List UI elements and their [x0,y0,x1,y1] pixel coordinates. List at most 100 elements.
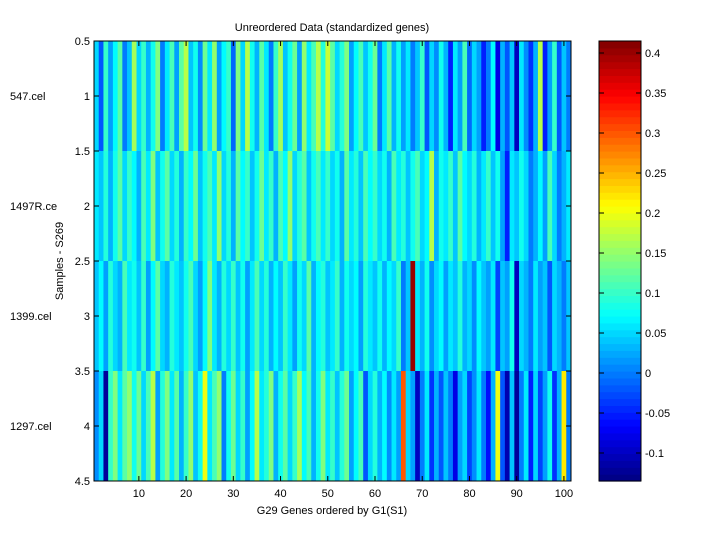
heatmap-cell [188,41,194,151]
heatmap-cell [344,371,350,481]
heatmap-cell [533,41,539,151]
heatmap-cell [452,371,459,481]
heatmap-cell [254,151,260,261]
y-tick-label: 2.5 [75,256,90,268]
heatmap-cell [358,41,364,151]
heatmap-cell [169,151,175,261]
heatmap-cell [358,261,364,371]
heatmap-cell [273,371,279,481]
heatmap-cell [320,261,326,371]
heatmap-cell [287,371,293,481]
heatmap-cell [367,261,374,371]
heatmap-cell [419,371,425,481]
heatmap-cell [98,151,104,261]
heatmap-cell [542,261,548,371]
heatmap-cell [292,41,298,151]
x-tick-label: 70 [416,488,428,500]
heatmap-cell [405,151,411,261]
heatmap-cell [485,261,492,371]
heatmap-cell [259,41,265,151]
heatmap-cell [160,151,166,261]
sample-label: 1497R.ce [10,201,57,213]
heatmap-cell [490,261,496,371]
heatmap-cell [504,151,511,261]
heatmap-cell [297,41,303,151]
heatmap-cell [216,41,222,151]
colorbar-segment [599,199,641,207]
heatmap-cell [509,371,515,481]
heatmap-cell [112,41,119,151]
heatmap-cell [476,371,482,481]
heatmap-cell [282,371,289,481]
heatmap-cell [386,41,392,151]
heatmap-cell [264,151,270,261]
heatmap-cell [405,41,411,151]
heatmap-cell [197,151,204,261]
heatmap-cell [155,371,161,481]
heatmap-cell [127,371,133,481]
sample-label: 1399.cel [10,311,52,323]
heatmap-cell [278,261,284,371]
colorbar-segment [599,412,641,420]
x-tick-label: 100 [555,488,573,500]
heatmap-cell [415,151,421,261]
heatmap-cells [94,41,572,481]
heatmap-cell [226,151,232,261]
heatmap-cell [311,41,317,151]
heatmap-cell [504,261,511,371]
heatmap-cell [344,41,350,151]
heatmap-cell [391,151,397,261]
colorbar-segment [599,474,641,482]
heatmap-cell [141,41,147,151]
heatmap-cell [145,371,152,481]
heatmap-cell [377,261,383,371]
y-tick-label: 2 [84,201,90,213]
heatmap-cell [448,371,454,481]
colorbar-segment [599,75,641,83]
heatmap-cell [504,371,511,481]
heatmap-cell [467,41,473,151]
colorbar-segment [599,261,641,269]
heatmap-cell [528,261,534,371]
heatmap-cell [438,41,444,151]
colorbar-segment [599,206,641,214]
heatmap-cell [202,371,208,481]
heatmap-cell [424,261,430,371]
colorbar-segment [599,419,641,427]
colorbar-segment [599,54,641,63]
heatmap-cell [108,371,114,481]
heatmap-cell [264,261,270,371]
heatmap-cell [547,261,553,371]
heatmap-cell [344,151,350,261]
colorbar-segment [599,164,641,173]
heatmap-cell [131,41,137,151]
heatmap-cell [443,371,449,481]
heatmap-cell [108,41,114,151]
heatmap-cell [98,261,104,371]
heatmap-cell [306,261,312,371]
heatmap-cell [339,261,345,371]
colorbar-segment [599,336,641,345]
heatmap-cell [514,151,520,261]
heatmap-cell [207,261,213,371]
heatmap-cell [207,41,213,151]
heatmap-cell [349,151,355,261]
heatmap-cell [131,261,137,371]
heatmap-cell [268,151,274,261]
heatmap-cell [230,41,237,151]
heatmap-cell [282,151,289,261]
heatmap-cell [103,151,109,261]
colorbar-tick-label: 0.4 [645,48,660,60]
colorbar-segment [599,322,641,331]
heatmap-cell [396,41,402,151]
heatmap-cell [405,371,411,481]
colorbar-segment [599,467,641,475]
heatmap-cell [509,261,515,371]
heatmap-cell [528,371,534,481]
heatmap-cell [202,41,208,151]
heatmap-cell [443,261,449,371]
heatmap-cell [169,41,175,151]
heatmap-cell [273,41,279,151]
heatmap-cell [537,41,544,151]
colorbar-tick-label: -0.1 [645,448,664,460]
